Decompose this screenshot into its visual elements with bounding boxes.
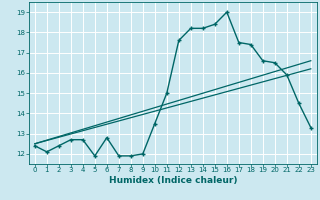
X-axis label: Humidex (Indice chaleur): Humidex (Indice chaleur): [108, 176, 237, 185]
